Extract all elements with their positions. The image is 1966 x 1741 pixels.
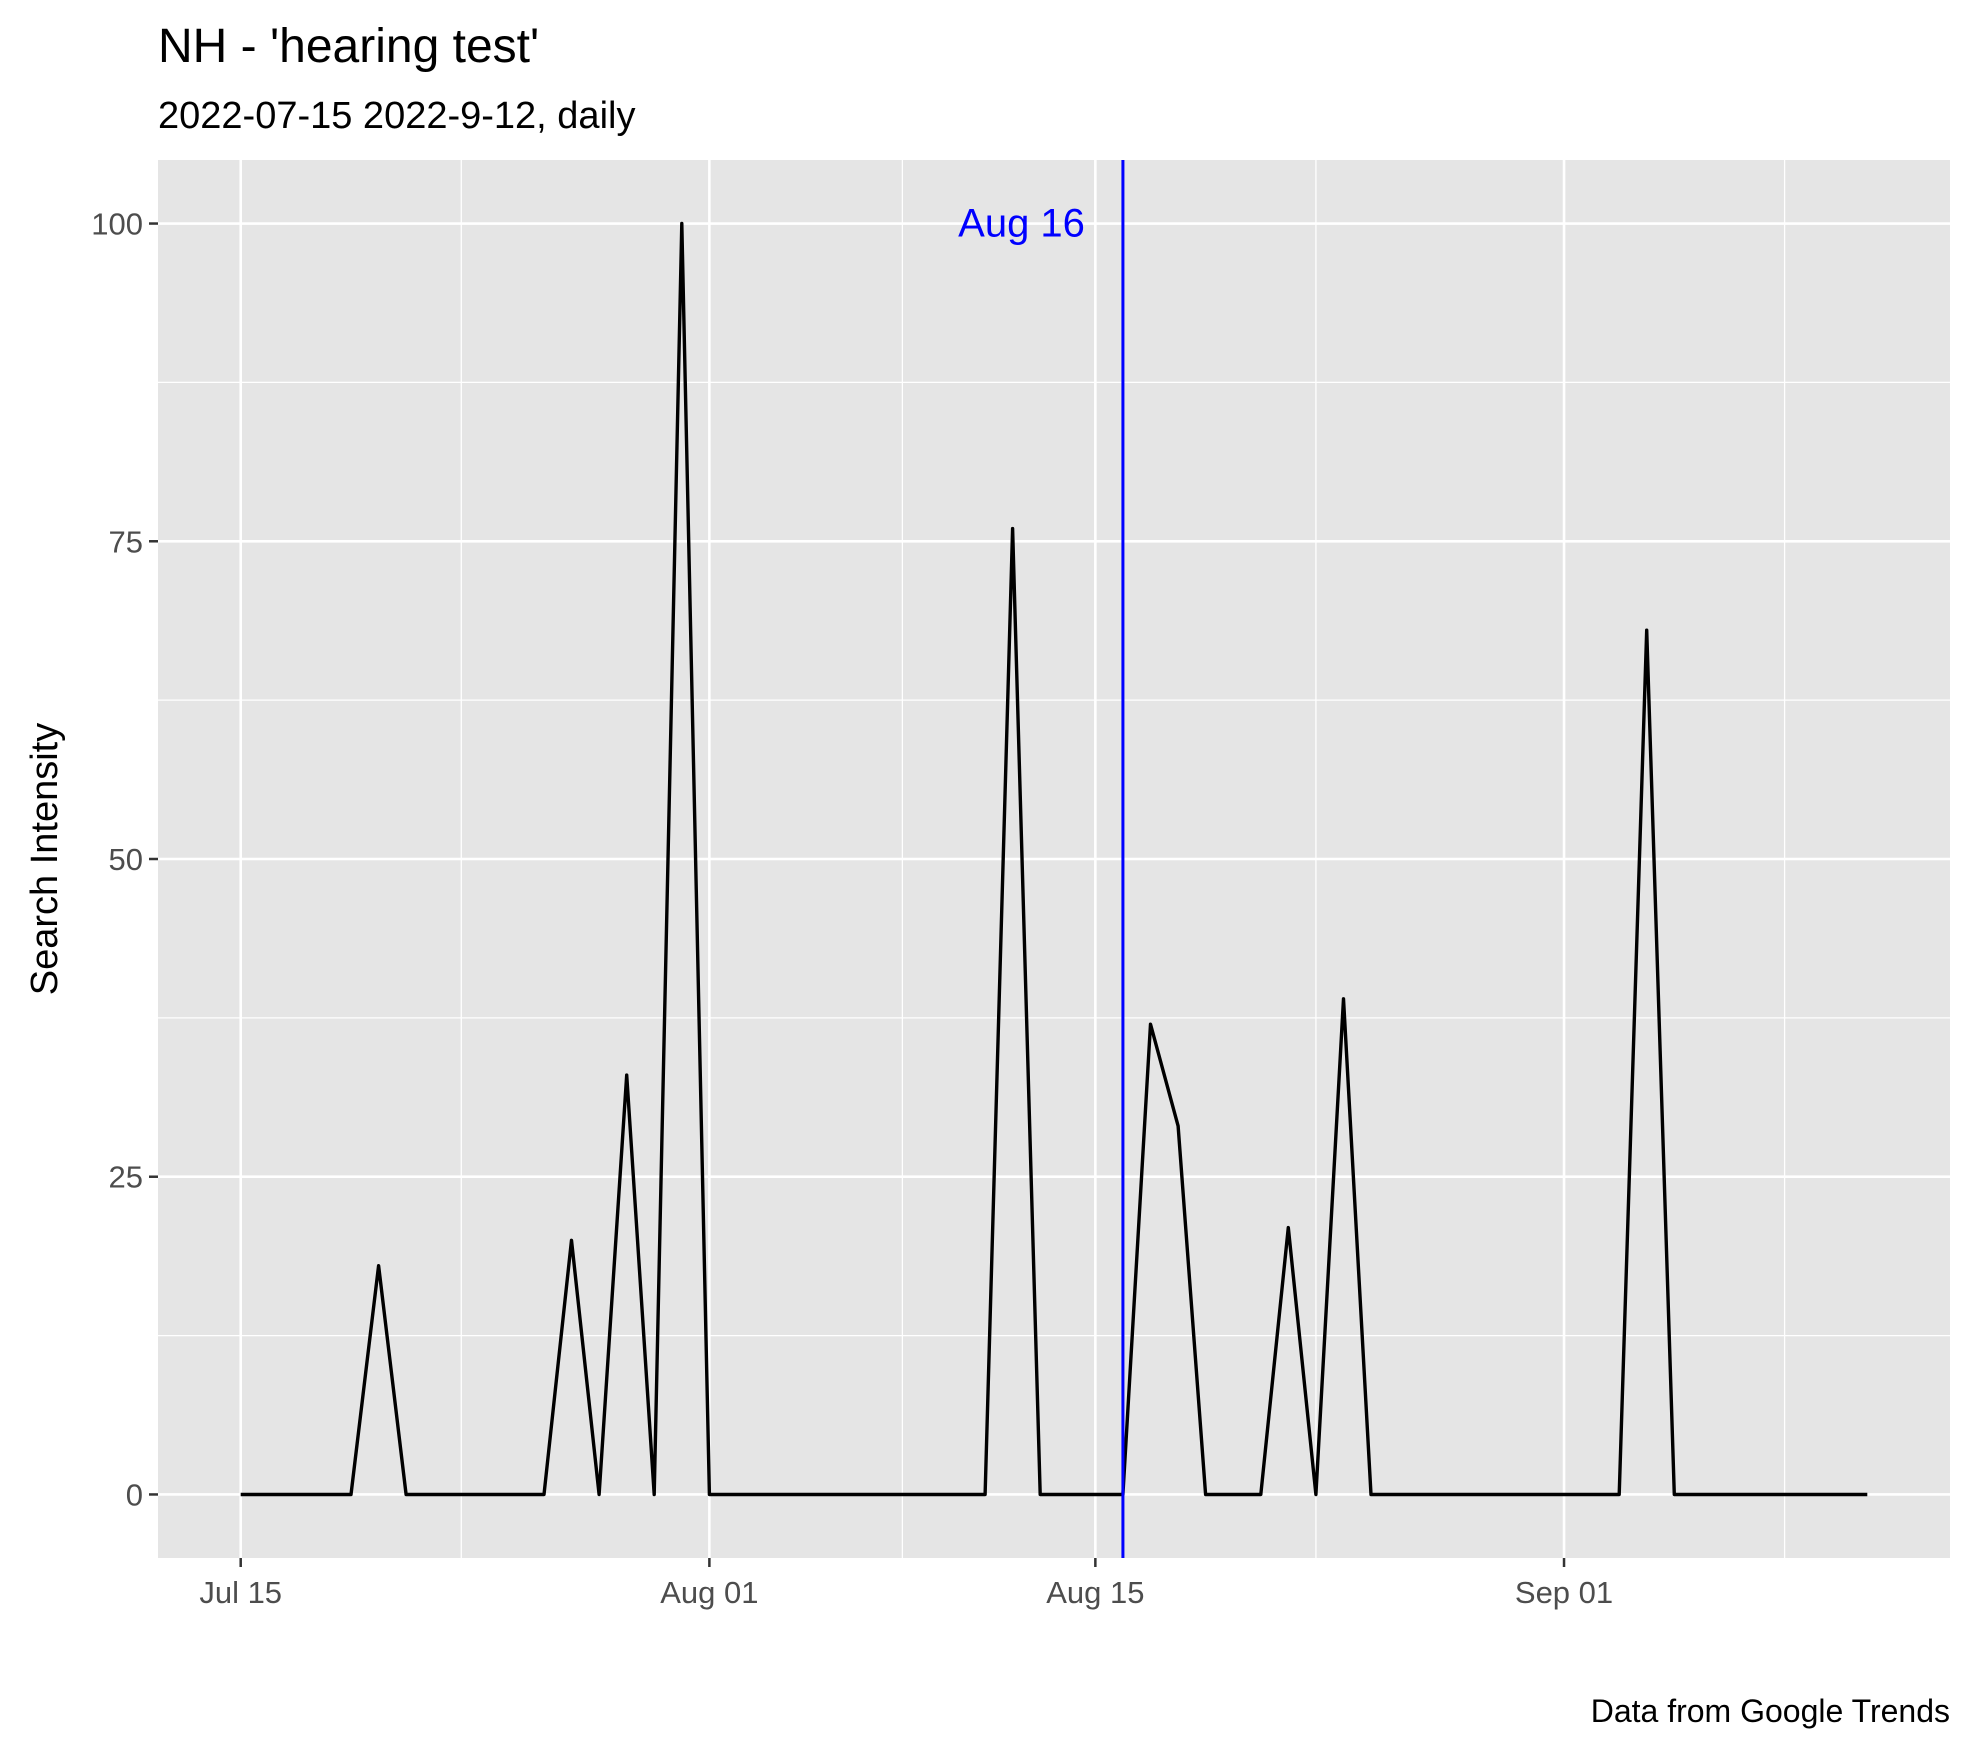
x-tick-label: Aug 01 xyxy=(660,1575,758,1610)
x-tick-label: Aug 15 xyxy=(1046,1575,1144,1610)
y-axis-title: Search Intensity xyxy=(24,723,66,995)
chart-subtitle: 2022-07-15 2022-9-12, daily xyxy=(158,95,635,137)
chart-title: NH - 'hearing test' xyxy=(158,20,539,73)
y-axis: 0 25 50 75 100 xyxy=(91,207,158,1512)
annotation-label: Aug 16 xyxy=(958,202,1085,246)
x-axis: Jul 15 Aug 01 Aug 15 Sep 01 xyxy=(199,1558,1613,1610)
y-tick-label: 0 xyxy=(126,1477,143,1512)
y-tick-label: 25 xyxy=(109,1160,143,1195)
chart-caption: Data from Google Trends xyxy=(1591,1693,1950,1729)
y-tick-label: 50 xyxy=(109,842,143,877)
y-tick-label: 75 xyxy=(109,524,143,559)
y-tick-label: 100 xyxy=(91,207,143,242)
x-tick-label: Sep 01 xyxy=(1515,1575,1613,1610)
annotation-layer: Aug 16 xyxy=(958,160,1125,1558)
series-layer xyxy=(240,221,1868,1497)
x-tick-label: Jul 15 xyxy=(199,1575,282,1610)
series-line-0 xyxy=(240,221,1868,1497)
